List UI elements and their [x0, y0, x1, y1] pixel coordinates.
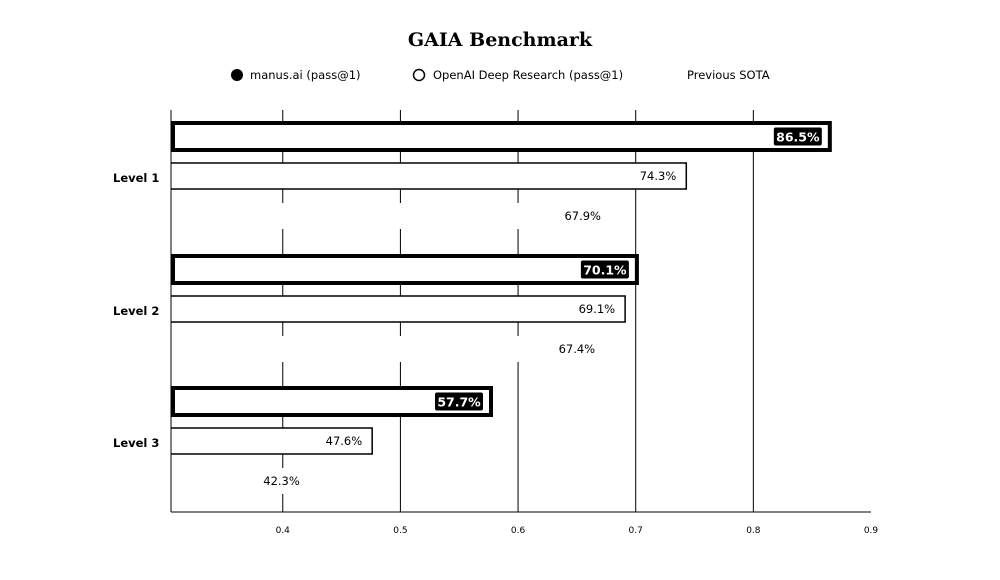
bar-previous-sota [171, 336, 606, 362]
value-label-openai: 69.1% [579, 302, 616, 316]
x-tick-label: 0.8 [746, 526, 761, 536]
value-labels: 86.5% 74.3% 67.9% 70.1% 69.1% 67.4% 57.7% 47.6%… [263, 127, 822, 488]
legend-marker-openai [412, 68, 426, 82]
value-label-bg-manus [773, 127, 822, 146]
x-tick-label: 0.9 [864, 526, 879, 536]
value-label-manus: 70.1% [583, 263, 627, 278]
value-label-bg-manus [580, 260, 629, 279]
x-tick-labels: 0.4 0.5 0.6 0.7 0.8 0.9 [276, 526, 879, 536]
category-label: Level 2 [113, 304, 159, 318]
bar-manus [171, 121, 832, 152]
category-label: Level 3 [113, 436, 159, 450]
value-label-previous-sota: 67.9% [564, 209, 601, 223]
legend-label-previous-sota: Previous SOTA [687, 68, 770, 82]
bar-openai [171, 162, 688, 190]
x-tick-label: 0.6 [511, 526, 526, 536]
value-label-previous-sota: 42.3% [263, 474, 300, 488]
value-label-manus: 86.5% [776, 130, 820, 145]
value-label-openai: 74.3% [640, 169, 677, 183]
bars [171, 121, 832, 494]
legend: manus.ai (pass@1) OpenAI Deep Research (… [231, 68, 770, 82]
x-tick-label: 0.4 [276, 526, 291, 536]
category-label: Level 1 [113, 171, 159, 185]
bar-previous-sota [171, 468, 310, 494]
axes [170, 110, 871, 513]
x-tick-label: 0.7 [629, 526, 643, 536]
legend-label-openai: OpenAI Deep Research (pass@1) [433, 68, 623, 82]
bar-openai [171, 427, 373, 455]
legend-marker-manus [231, 69, 243, 81]
bar-openai [171, 295, 626, 323]
value-label-bg-manus [435, 392, 483, 411]
bar-previous-sota [171, 203, 611, 229]
legend-label-manus: manus.ai (pass@1) [250, 68, 361, 82]
value-label-openai: 47.6% [326, 434, 363, 448]
value-label-previous-sota: 67.4% [559, 342, 596, 356]
value-label-manus: 57.7% [437, 395, 481, 410]
chart-title: GAIA Benchmark [408, 29, 593, 51]
x-tick-label: 0.5 [393, 526, 407, 536]
bar-manus [171, 254, 639, 285]
category-labels: Level 1 Level 2 Level 3 [113, 171, 159, 450]
